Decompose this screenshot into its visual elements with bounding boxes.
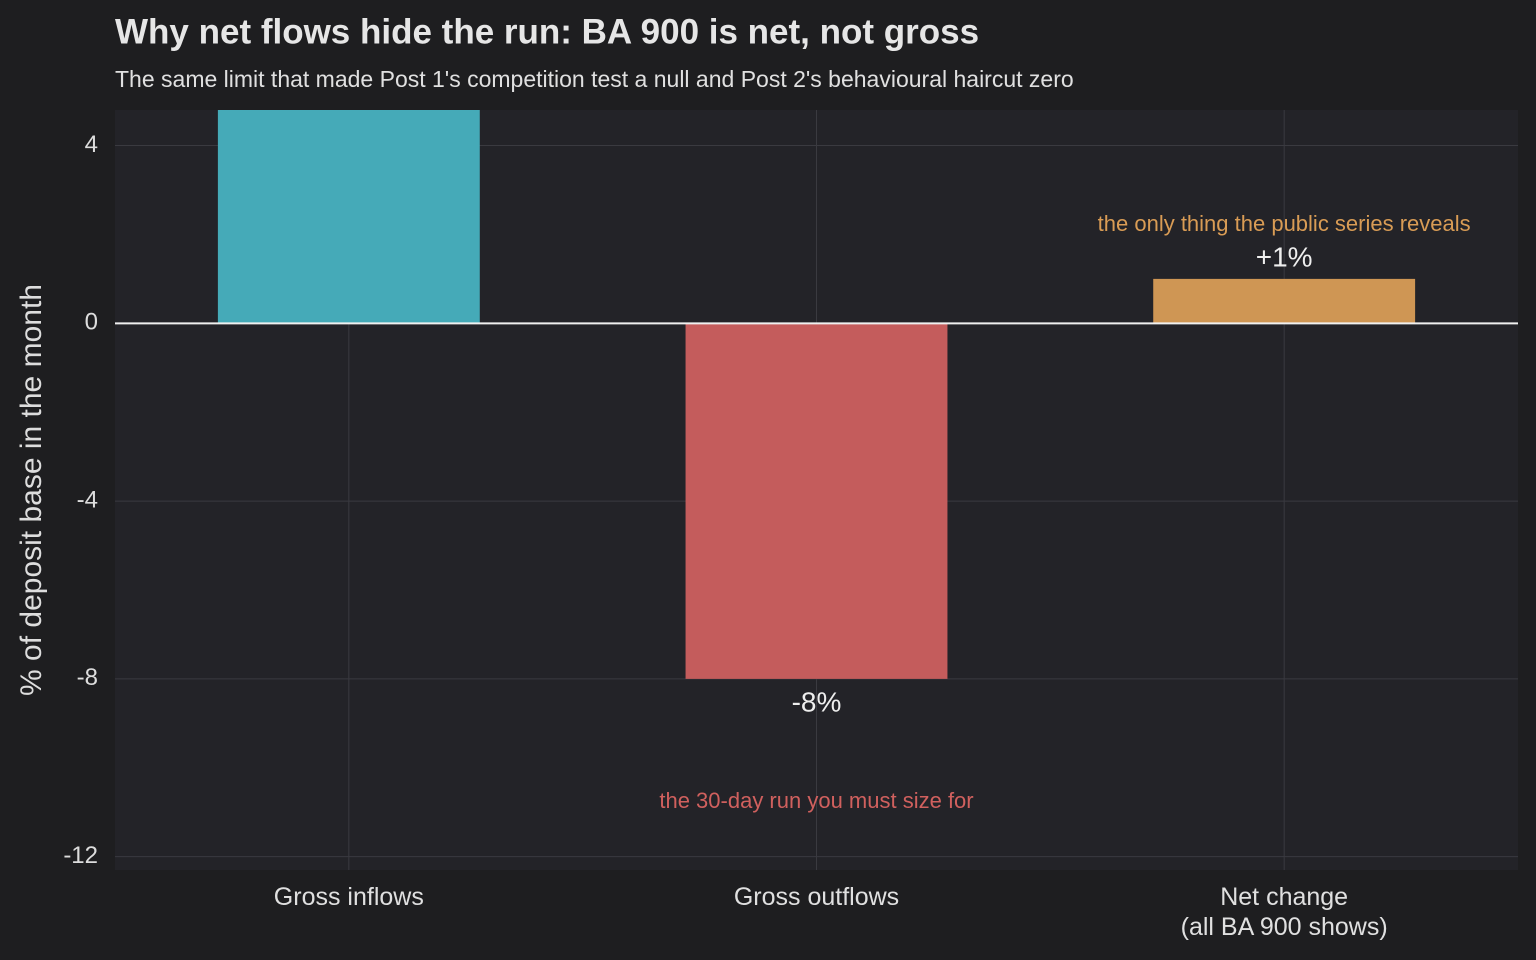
x-tick-label: Gross inflows	[273, 883, 424, 911]
y-tick-label: -8	[77, 664, 98, 691]
chart-title: Why net flows hide the run: BA 900 is ne…	[115, 12, 979, 51]
bar	[1153, 278, 1416, 324]
y-axis-label: % of deposit base in the month	[15, 284, 48, 696]
y-tick-label: -4	[77, 486, 98, 513]
y-tick-label: -12	[63, 842, 98, 869]
value-label: +1%	[1256, 241, 1313, 272]
y-tick-label: 4	[85, 131, 98, 158]
annotation: the only thing the public series reveals	[1098, 211, 1471, 236]
bar	[217, 110, 480, 324]
value-label: -8%	[792, 686, 842, 717]
annotation: the 30-day run you must size for	[659, 788, 973, 813]
y-tick-label: 0	[85, 309, 98, 336]
bar	[685, 323, 948, 679]
x-tick-label: Gross outflows	[733, 883, 900, 911]
chart-subtitle: The same limit that made Post 1's compet…	[115, 66, 1074, 92]
x-tick-label: Net change (all BA 900 shows)	[1180, 883, 1388, 941]
